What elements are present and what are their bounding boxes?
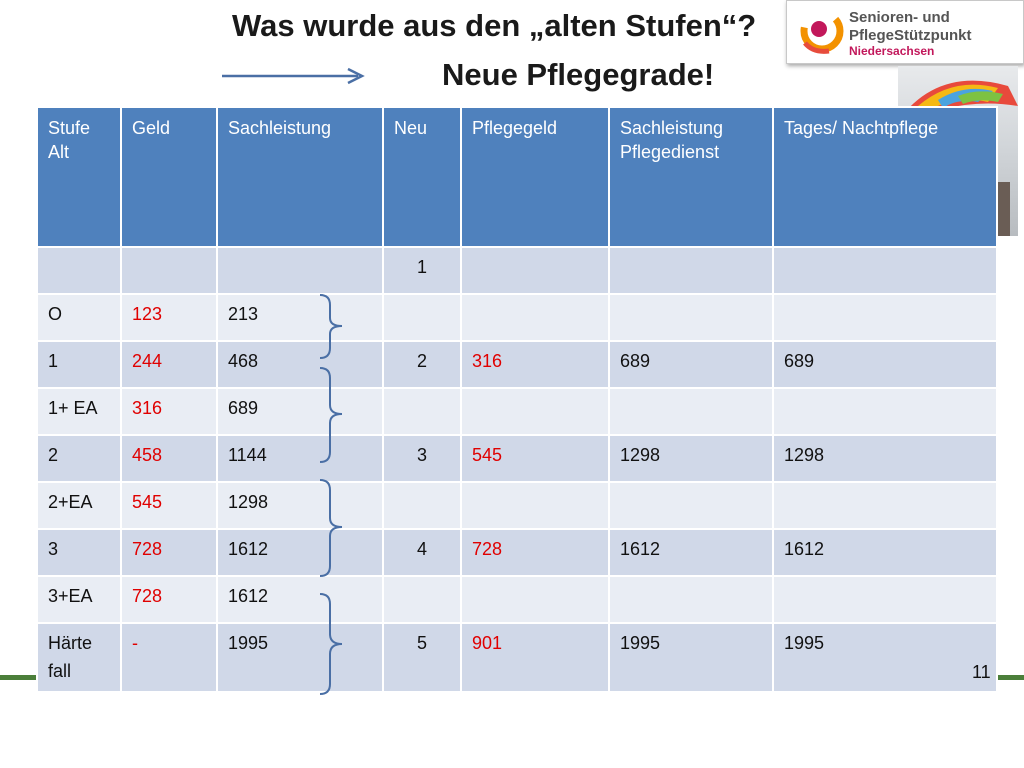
cell-stufe-alt: 1 xyxy=(36,340,122,389)
cell-tages-nachtpflege: 689 xyxy=(772,340,998,389)
cell-pflegegeld: 545 xyxy=(460,434,610,483)
table-row: O 123 213 xyxy=(36,293,998,342)
arrow-right-icon xyxy=(222,67,365,85)
cell-sachleistung-pflegedienst: 1612 xyxy=(608,528,774,577)
cell-tages-nachtpflege: 1995 xyxy=(772,622,998,693)
cell-neu: 5 xyxy=(382,622,462,693)
cell-geld: 545 xyxy=(120,481,218,530)
cell-pflegegeld: 728 xyxy=(460,528,610,577)
cell-geld: 728 xyxy=(120,528,218,577)
table-row: 3+EA 728 1612 xyxy=(36,575,998,624)
table-row: Härte fall - 1995 5 901 1995 1995 xyxy=(36,622,998,693)
cell-sachleistung: 1995 xyxy=(216,622,384,693)
cell-neu xyxy=(382,293,462,342)
logo-text-line2: PflegeStützpunkt xyxy=(849,27,972,44)
cell-neu xyxy=(382,387,462,436)
cell-sachleistung-pflegedienst xyxy=(608,575,774,624)
cell-geld: 123 xyxy=(120,293,218,342)
cell-stufe-alt xyxy=(36,246,122,295)
cell-stufe-alt: Härte fall xyxy=(36,622,122,693)
cell-neu xyxy=(382,575,462,624)
table-row: 1 244 468 2 316 689 689 xyxy=(36,340,998,389)
cell-geld xyxy=(120,246,218,295)
cell-neu: 3 xyxy=(382,434,462,483)
cell-neu: 4 xyxy=(382,528,462,577)
header-sachleistung-pflegedienst: Sachleistung Pflegedienst xyxy=(608,106,774,248)
slide-number: 11 xyxy=(972,662,991,682)
cell-pflegegeld xyxy=(460,481,610,530)
pflegegrade-table: Stufe Alt Geld Sachleistung Neu Pflegege… xyxy=(36,106,998,693)
cell-tages-nachtpflege xyxy=(772,387,998,436)
cell-sachleistung-pflegedienst xyxy=(608,293,774,342)
cell-geld: 244 xyxy=(120,340,218,389)
cell-neu: 2 xyxy=(382,340,462,389)
cell-stufe-alt: 3+EA xyxy=(36,575,122,624)
cell-sachleistung-pflegedienst: 689 xyxy=(608,340,774,389)
cell-pflegegeld xyxy=(460,387,610,436)
cell-sachleistung: 1144 xyxy=(216,434,384,483)
header-stufe-alt: Stufe Alt xyxy=(36,106,122,248)
logo-mark-icon xyxy=(800,9,844,54)
table-row: 1+ EA 316 689 xyxy=(36,387,998,436)
cell-tages-nachtpflege xyxy=(772,575,998,624)
table-row: 2+EA 545 1298 xyxy=(36,481,998,530)
header-neu: Neu xyxy=(382,106,462,248)
cell-pflegegeld: 316 xyxy=(460,340,610,389)
table-row: 3 728 1612 4 728 1612 1612 xyxy=(36,528,998,577)
cell-stufe-alt: 1+ EA xyxy=(36,387,122,436)
table-header-row: Stufe Alt Geld Sachleistung Neu Pflegege… xyxy=(36,106,998,248)
slide-title-line1: Was wurde aus den „alten Stufen“? xyxy=(232,8,757,43)
logo-text-line1: Senioren- und xyxy=(849,9,950,26)
cell-geld: 316 xyxy=(120,387,218,436)
umbrella-icon xyxy=(898,80,1018,126)
cell-sachleistung: 689 xyxy=(216,387,384,436)
cell-stufe-alt: 2+EA xyxy=(36,481,122,530)
cell-sachleistung: 1612 xyxy=(216,528,384,577)
header-geld: Geld xyxy=(120,106,218,248)
cell-pflegegeld: 901 xyxy=(460,622,610,693)
cell-tages-nachtpflege xyxy=(772,293,998,342)
cell-geld: 458 xyxy=(120,434,218,483)
cell-tages-nachtpflege xyxy=(772,481,998,530)
cell-geld: - xyxy=(120,622,218,693)
cell-sachleistung: 1612 xyxy=(216,575,384,624)
cell-pflegegeld xyxy=(460,293,610,342)
logo: Senioren- und PflegeStützpunkt Niedersac… xyxy=(786,0,1024,64)
slide-title-line2: Neue Pflegegrade! xyxy=(442,57,715,92)
cell-neu xyxy=(382,481,462,530)
cell-pflegegeld xyxy=(460,575,610,624)
table-row: 1 xyxy=(36,246,998,295)
cell-sachleistung-pflegedienst xyxy=(608,481,774,530)
cell-tages-nachtpflege xyxy=(772,246,998,295)
photo-edge xyxy=(998,182,1010,236)
header-sachleistung: Sachleistung xyxy=(216,106,384,248)
table-row: 2 458 1144 3 545 1298 1298 xyxy=(36,434,998,483)
logo-text-line3: Niedersachsen xyxy=(849,44,935,58)
cell-neu: 1 xyxy=(382,246,462,295)
cell-tages-nachtpflege: 1298 xyxy=(772,434,998,483)
accent-bar-left xyxy=(0,675,38,680)
cell-stufe-alt: 2 xyxy=(36,434,122,483)
header-tages-nachtpflege: Tages/ Nachtpflege xyxy=(772,106,998,248)
cell-sachleistung-pflegedienst xyxy=(608,246,774,295)
cell-sachleistung-pflegedienst xyxy=(608,387,774,436)
cell-pflegegeld xyxy=(460,246,610,295)
cell-tages-nachtpflege: 1612 xyxy=(772,528,998,577)
cell-geld: 728 xyxy=(120,575,218,624)
cell-sachleistung: 468 xyxy=(216,340,384,389)
cell-sachleistung: 213 xyxy=(216,293,384,342)
cell-sachleistung-pflegedienst: 1995 xyxy=(608,622,774,693)
cell-sachleistung xyxy=(216,246,384,295)
cell-sachleistung: 1298 xyxy=(216,481,384,530)
cell-stufe-alt: 3 xyxy=(36,528,122,577)
header-pflegegeld: Pflegegeld xyxy=(460,106,610,248)
cell-stufe-alt: O xyxy=(36,293,122,342)
accent-bar-right xyxy=(996,675,1024,680)
cell-sachleistung-pflegedienst: 1298 xyxy=(608,434,774,483)
